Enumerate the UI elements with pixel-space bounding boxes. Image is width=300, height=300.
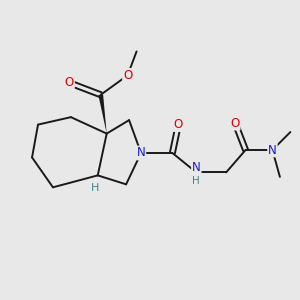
Text: H: H — [91, 183, 99, 193]
Polygon shape — [98, 94, 107, 134]
Text: O: O — [230, 117, 240, 130]
Text: O: O — [65, 76, 74, 89]
Text: N: N — [137, 146, 146, 160]
Text: N: N — [192, 160, 201, 173]
Text: N: N — [268, 143, 277, 157]
Text: H: H — [192, 176, 200, 186]
Text: O: O — [123, 69, 132, 82]
Text: O: O — [174, 118, 183, 131]
